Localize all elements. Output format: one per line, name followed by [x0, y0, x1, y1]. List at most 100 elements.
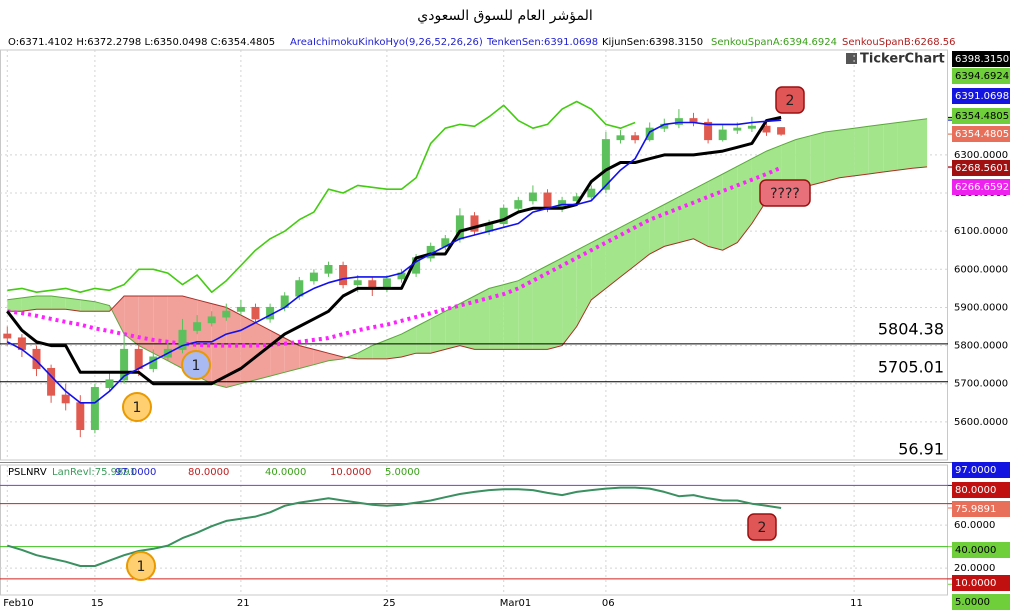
candle-body	[178, 329, 187, 350]
cloud-segment	[854, 126, 869, 176]
cloud-segment	[474, 288, 490, 350]
cloud-segment	[489, 284, 504, 350]
cloud-segment	[226, 307, 241, 388]
level-tag	[952, 575, 1010, 591]
level-tag	[952, 501, 1010, 517]
annotation-marker	[126, 551, 156, 581]
cloud-segment	[795, 135, 811, 190]
candle-body	[339, 264, 348, 286]
logo-icon	[846, 53, 857, 64]
annotation-marker	[759, 179, 811, 207]
candle-body	[704, 121, 713, 141]
note: 56.91	[898, 440, 944, 459]
horizontal-line-label: 5804.38	[878, 319, 944, 338]
cloud-segment	[240, 315, 256, 384]
legend-text: 80.0000	[188, 467, 229, 478]
candle-body	[193, 322, 202, 331]
x-tick-label: 21	[237, 598, 250, 609]
cloud-segment	[416, 318, 431, 354]
price-tag-label: 6266.6592	[955, 182, 1009, 193]
level-tag-label: 10.0000	[955, 578, 996, 589]
candle-body	[587, 188, 596, 198]
cloud-segment	[883, 122, 898, 173]
candle-body	[76, 402, 85, 430]
y-tick-label: 5900.0000	[954, 302, 1008, 313]
cloud-segment	[693, 181, 709, 247]
cloud-segment	[153, 296, 168, 361]
candle-body	[777, 127, 786, 135]
cloud-segment	[211, 303, 227, 388]
annotation-text: 2	[758, 520, 767, 536]
cloud-segment	[839, 128, 855, 178]
y-tick-label: 6300.0000	[954, 150, 1008, 161]
cloud-segment	[722, 166, 738, 251]
price-tag-label: 6354.4805	[955, 129, 1009, 140]
candle-body	[324, 264, 333, 274]
legend-text: SenkouSpanB:6268.56	[842, 37, 955, 48]
cloud-segment	[810, 132, 825, 186]
candle-body	[762, 125, 771, 133]
candle-body	[207, 316, 216, 324]
plot-layer: 5600.0000 5700.0000 5800.0000 5900.0000 6000…	[0, 37, 1010, 610]
x-tick-label: 25	[383, 598, 396, 609]
candle-body	[134, 348, 143, 369]
candle-body	[733, 127, 742, 131]
price-tag	[952, 88, 1010, 104]
horizontal-line-label: 5705.01	[878, 357, 944, 376]
cloud-segment	[649, 204, 665, 255]
y-tick-label: 5700.0000	[954, 379, 1008, 390]
legend-text: SenkouSpanA:6394.6924	[711, 37, 837, 48]
indicator-line	[7, 165, 782, 348]
price-tag	[952, 51, 1010, 67]
price-tag	[952, 160, 1010, 176]
cloud-segment	[664, 196, 679, 247]
x-tick-label: Mar01	[500, 598, 532, 609]
level-tag	[952, 462, 1010, 478]
level-tag-label: 40.0000	[955, 545, 996, 556]
cloud-segment	[678, 189, 694, 243]
legend-text: 97.0000	[115, 467, 156, 478]
indicator-line	[7, 100, 636, 293]
candle-body	[236, 306, 245, 312]
cloud-segment	[547, 257, 563, 350]
level-tag-label: 80.0000	[955, 485, 996, 496]
level-tag-label: 5.0000	[955, 597, 990, 608]
cloud-segment	[912, 118, 928, 169]
legend-text: 40.0000	[265, 467, 306, 478]
candle-body	[747, 125, 756, 129]
x-tick-label: Feb10	[3, 598, 33, 609]
cloud-segment	[21, 296, 37, 312]
y-tick-label: 5800.0000	[954, 341, 1008, 352]
y-tick-label: 20.0000	[954, 563, 995, 574]
x-tick-label: 15	[91, 598, 104, 609]
price-tag-label: 6268.5601	[955, 163, 1009, 174]
annotation-marker	[775, 86, 805, 114]
cloud-segment	[109, 296, 125, 335]
candle-body	[105, 379, 114, 389]
candle-body	[631, 135, 640, 141]
cloud-segment	[299, 345, 314, 369]
cloud-segment	[503, 280, 519, 350]
cloud-segment	[36, 296, 52, 310]
main-plot-frame	[0, 49, 948, 461]
candle-body	[645, 127, 654, 141]
cloud-segment	[708, 173, 723, 251]
candle-body	[47, 367, 56, 396]
legend-text: AreaIchimokuKinkoHyo(9,26,52,26,26)	[290, 37, 483, 48]
annotation-text: 1	[137, 559, 146, 575]
candle-body	[674, 118, 683, 125]
candle-body	[120, 348, 129, 381]
cloud-segment	[7, 297, 22, 312]
cloud-segment	[620, 219, 636, 277]
cloud-segment	[138, 296, 154, 354]
cloud-segment	[65, 297, 81, 312]
x-tick-label: 11	[850, 598, 863, 609]
candle-body	[616, 135, 625, 141]
cloud-segment	[532, 265, 548, 350]
annotation-marker	[181, 350, 211, 380]
price-tag-label: 6354.4805	[955, 111, 1009, 122]
annotation-text: 1	[192, 358, 201, 374]
cloud-segment	[824, 130, 840, 182]
logo: TickerChart	[860, 52, 945, 67]
